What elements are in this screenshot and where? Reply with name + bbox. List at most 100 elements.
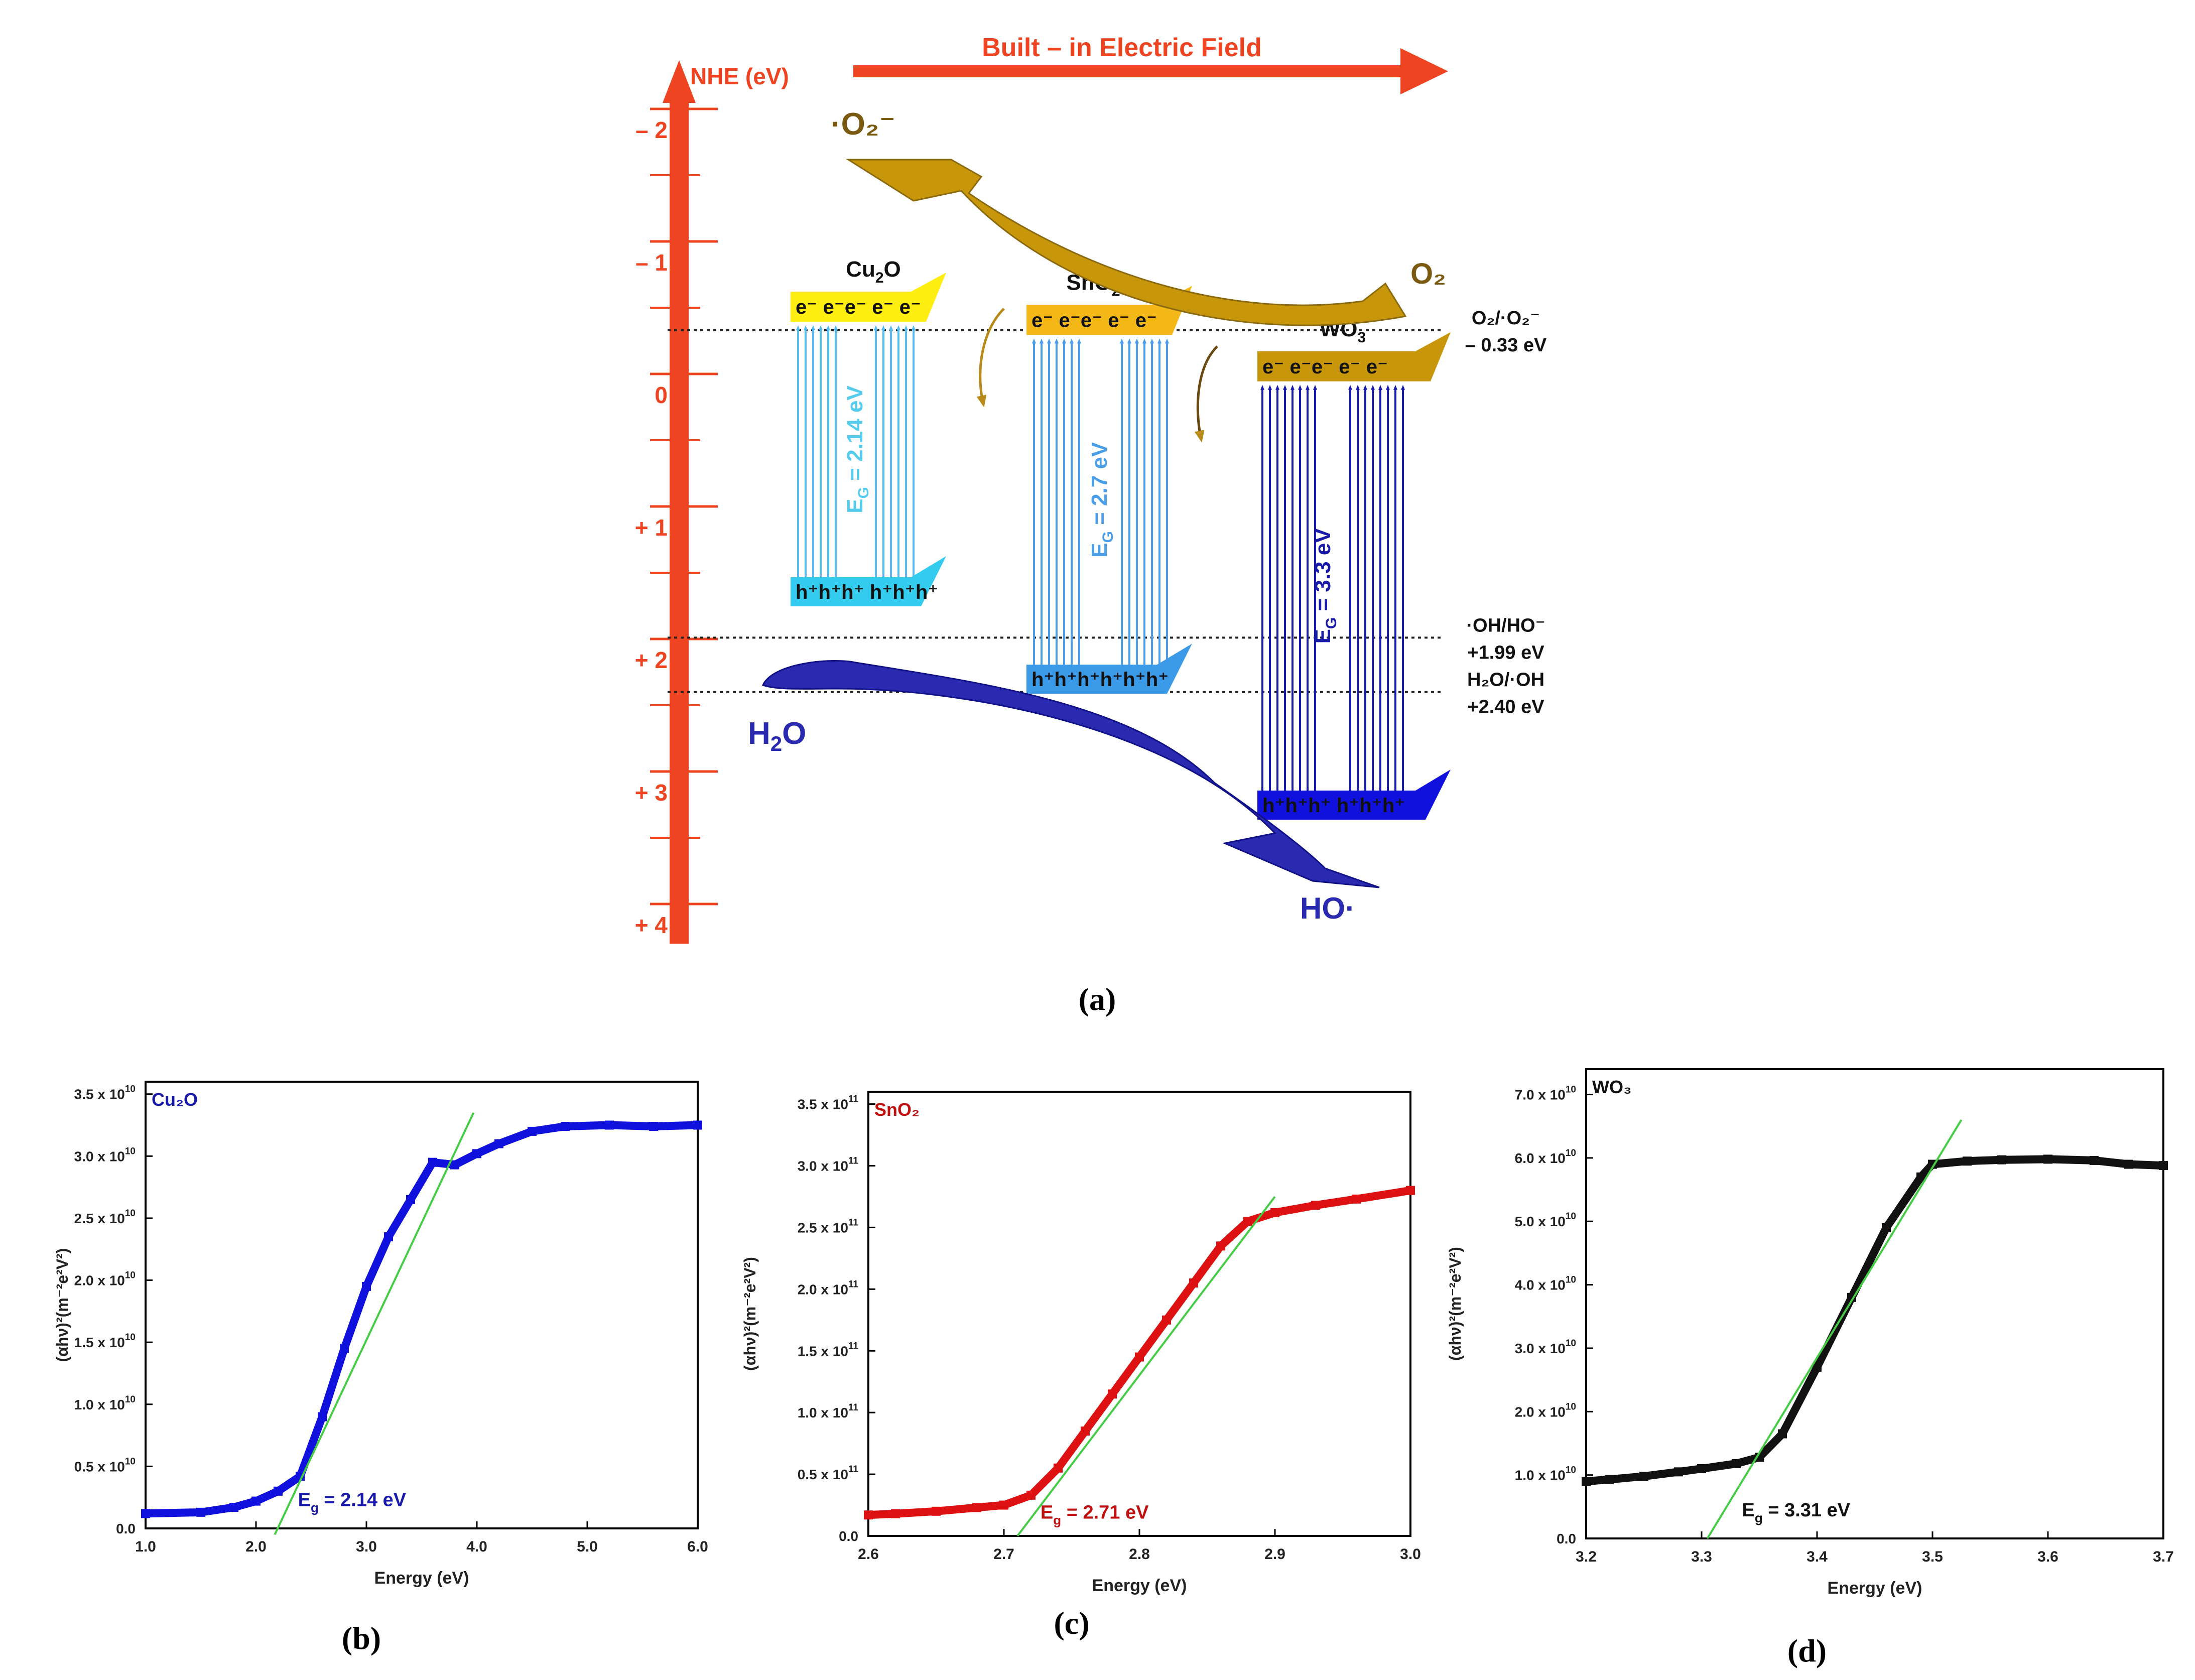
- x-axis-label: Energy (eV): [1092, 1576, 1187, 1595]
- y-tick-label: 3.5 x 1011: [798, 1094, 859, 1112]
- plot-frame: [145, 1081, 699, 1529]
- nhe-tick-label: 0: [655, 382, 668, 408]
- y-tick-exponent: 10: [1566, 1211, 1576, 1222]
- data-point: [932, 1506, 941, 1516]
- y-tick-label: 3.0 x 1011: [798, 1156, 859, 1174]
- data-point: [2159, 1161, 2168, 1171]
- data-point: [318, 1412, 327, 1421]
- oh-level-label: ·OH/HO⁻: [1466, 615, 1545, 636]
- x-tick-label: 3.7: [2153, 1548, 2174, 1565]
- y-tick-label: 7.0 x 1010: [1515, 1085, 1576, 1103]
- electric-field-arrow: [853, 48, 1448, 94]
- conduction-band: [1257, 332, 1451, 381]
- y-tick-exponent: 10: [125, 1208, 136, 1219]
- data-point: [1778, 1429, 1787, 1439]
- y-tick-label: 1.0 x 1011: [798, 1402, 859, 1420]
- data-series: [142, 1121, 702, 1518]
- x-tick-label: 6.0: [687, 1538, 708, 1555]
- nhe-tick-label: + 3: [635, 780, 668, 806]
- y-tick-mantissa: 0.5 x 10: [798, 1467, 848, 1482]
- gap-sub: G: [1100, 531, 1116, 543]
- superoxide-label: ·O₂⁻: [831, 107, 895, 142]
- y-tick-label: 2.0 x 1010: [1515, 1401, 1576, 1419]
- data-point: [384, 1232, 393, 1242]
- y-tick-mantissa: 5.0 x 10: [1515, 1214, 1566, 1229]
- oxygen-reduction-arrow: [845, 159, 1407, 326]
- y-tick-exponent: 10: [125, 1456, 136, 1467]
- y-tick-label: 0.5 x 1010: [74, 1456, 136, 1474]
- y-tick-mantissa: 0.0: [116, 1521, 136, 1536]
- data-point: [561, 1122, 570, 1131]
- y-tick-mantissa: 3.0 x 10: [74, 1148, 125, 1164]
- tauc-fit-line: [1706, 1119, 1963, 1539]
- y-tick-mantissa: 2.5 x 10: [798, 1220, 848, 1235]
- data-point: [274, 1486, 283, 1496]
- x-tick-label: 3.6: [2037, 1548, 2058, 1565]
- y-tick-label: 0.0: [116, 1521, 136, 1536]
- annotation-value: = 2.14 eV: [319, 1490, 407, 1511]
- data-point: [1162, 1315, 1171, 1325]
- data-point: [1732, 1459, 1741, 1468]
- data-point: [1135, 1352, 1144, 1362]
- y-tick-mantissa: 1.5 x 10: [74, 1335, 125, 1350]
- oh-level-value: +1.99 eV: [1467, 642, 1544, 663]
- y-tick-mantissa: 4.0 x 10: [1515, 1277, 1566, 1293]
- panel-caption: (c): [1054, 1605, 1089, 1641]
- x-tick-label: 3.5: [1922, 1548, 1943, 1565]
- y-tick-mantissa: 0.0: [1557, 1531, 1576, 1546]
- annotation-value: = 3.31 eV: [1763, 1500, 1851, 1521]
- data-point: [406, 1195, 415, 1204]
- y-tick-mantissa: 1.0 x 10: [74, 1397, 125, 1412]
- caption-a: (a): [1079, 981, 1116, 1017]
- data-series: [864, 1186, 1414, 1519]
- data-point: [1406, 1186, 1415, 1195]
- oxygen-label: O₂: [1410, 257, 1446, 290]
- nhe-tick-label: – 1: [635, 249, 668, 276]
- y-tick-exponent: 10: [1566, 1148, 1576, 1158]
- nhe-tick-label: – 2: [635, 117, 668, 143]
- annotation-value: = 2.71 eV: [1061, 1502, 1149, 1523]
- data-point: [1605, 1475, 1614, 1484]
- y-tick-mantissa: 0.5 x 10: [74, 1459, 125, 1474]
- y-tick-label: 5.0 x 1010: [1515, 1211, 1576, 1229]
- y-axis-label: (αhν)²(m⁻²e²V²): [741, 1257, 759, 1371]
- y-tick-mantissa: 1.0 x 10: [1515, 1468, 1566, 1483]
- plot-frame: [1585, 1068, 2164, 1539]
- semiconductor-SnO2: e⁻ e⁻e⁻ e⁻ e⁻h⁺h⁺h⁺h⁺h⁺h⁺SnO2EG = 2.7 eV: [1026, 270, 1192, 694]
- y-tick-mantissa: 0.0: [839, 1528, 858, 1544]
- data-point: [472, 1149, 481, 1158]
- y-tick-label: 4.0 x 1010: [1515, 1275, 1576, 1293]
- y-tick-exponent: 10: [1566, 1465, 1576, 1476]
- chart-title: Cu₂O: [152, 1089, 198, 1110]
- y-tick-label: 2.0 x 1011: [798, 1279, 859, 1297]
- data-point: [1081, 1427, 1090, 1436]
- gap-sub: G: [1323, 617, 1340, 629]
- conduction-band: [791, 273, 946, 322]
- x-tick-label: 2.0: [245, 1538, 267, 1555]
- nhe-tick-label: + 1: [635, 514, 668, 541]
- y-tick-exponent: 10: [125, 1270, 136, 1281]
- o2-level-value: – 0.33 eV: [1465, 335, 1547, 356]
- holes-label: h⁺h⁺h⁺ h⁺h⁺h⁺: [1262, 795, 1405, 817]
- y-tick-mantissa: 2.0 x 10: [74, 1273, 125, 1288]
- nhe-axis: [663, 60, 696, 944]
- y-tick-exponent: 11: [848, 1464, 859, 1475]
- data-point: [2043, 1154, 2052, 1164]
- holes-label: h⁺h⁺h⁺ h⁺h⁺h⁺: [796, 581, 938, 603]
- x-tick-label: 3.0: [1400, 1546, 1421, 1563]
- tauc-fit-line: [1016, 1196, 1276, 1537]
- data-point: [1189, 1278, 1198, 1288]
- gap-e: E: [1087, 543, 1112, 557]
- y-tick-label: 1.0 x 1010: [1515, 1465, 1576, 1483]
- data-point: [428, 1157, 437, 1167]
- gap-value: = 2.14 eV: [843, 385, 867, 487]
- conduction-band: [1026, 286, 1192, 335]
- transfer-arrow-sno2-wo3: [1194, 345, 1218, 443]
- y-tick-label: 1.5 x 1011: [798, 1341, 859, 1359]
- electric-field-label: Built – in Electric Field: [982, 33, 1262, 62]
- data-point: [528, 1126, 537, 1136]
